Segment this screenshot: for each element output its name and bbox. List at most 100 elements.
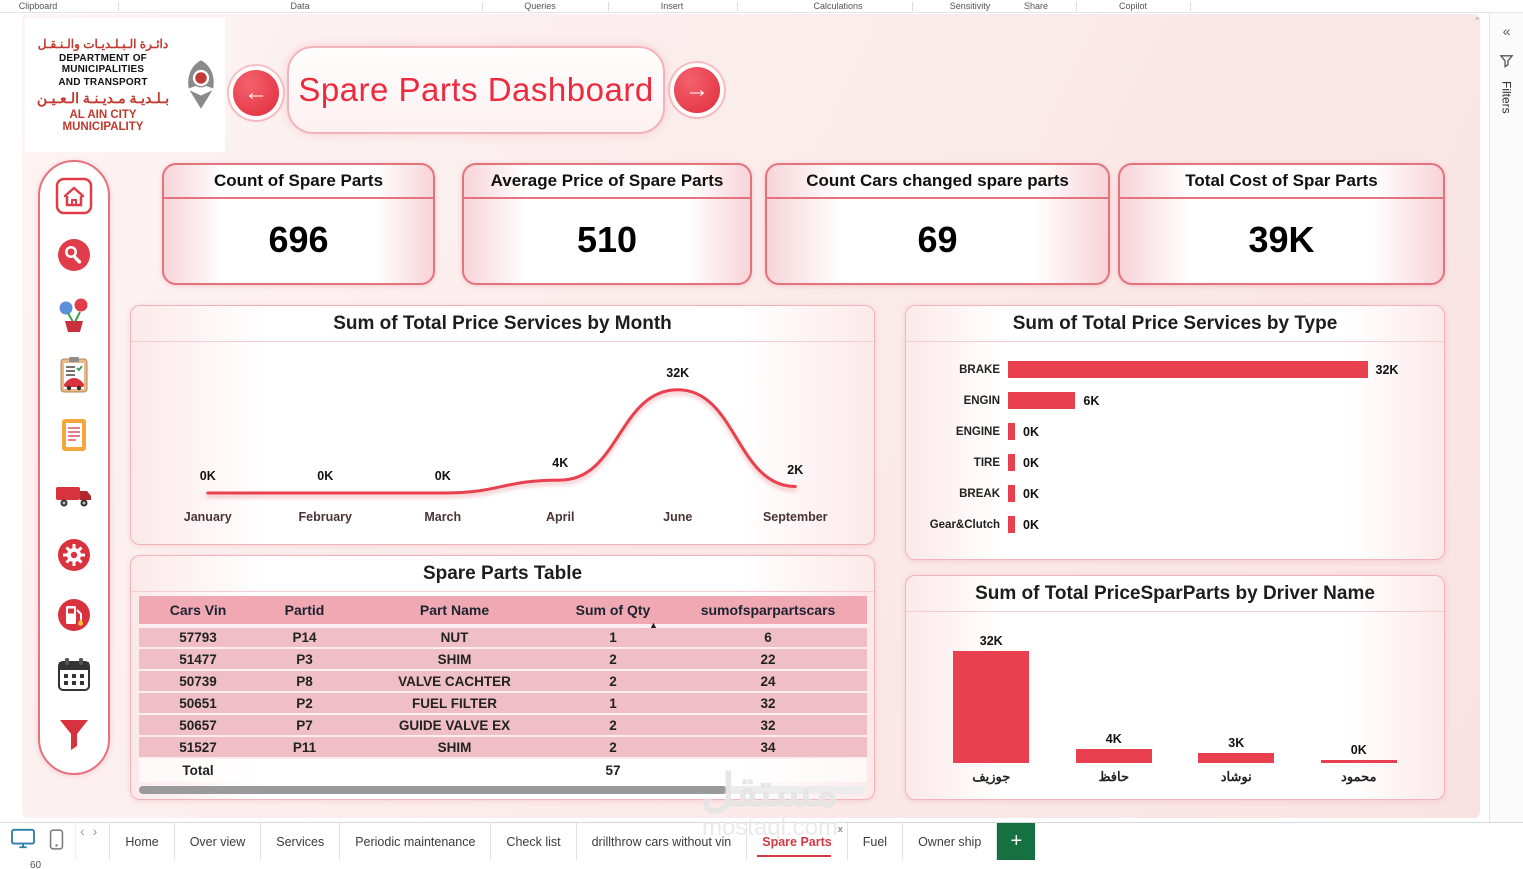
sidebar-item-calendar[interactable] bbox=[52, 655, 96, 699]
back-arrow-button[interactable]: ← bbox=[233, 70, 279, 116]
spare-parts-table-panel[interactable]: Spare Parts Table Cars Vin Partid Part N… bbox=[130, 555, 875, 800]
tab-over-view[interactable]: Over view bbox=[175, 823, 262, 860]
sidebar-item-services[interactable] bbox=[52, 535, 96, 579]
sidebar-item-fuel[interactable] bbox=[52, 595, 96, 639]
ribbon-tab-data[interactable]: Data bbox=[290, 1, 310, 11]
ribbon-tab-insert[interactable]: Insert bbox=[660, 1, 684, 11]
tab-home[interactable]: Home bbox=[109, 823, 175, 860]
logo-en-line2: AND TRANSPORT bbox=[58, 77, 148, 88]
chart-title: Sum of Total PriceSparParts by Driver Na… bbox=[906, 576, 1444, 612]
ribbon-tab-sensitivity[interactable]: Sensitivity bbox=[949, 1, 991, 11]
type-bar-chart-panel[interactable]: Sum of Total Price Services by Type BRAK… bbox=[905, 305, 1445, 560]
ribbon: Clipboard Data Queries Insert Calculatio… bbox=[0, 0, 1523, 13]
new-page-button[interactable]: + bbox=[997, 823, 1036, 860]
bar[interactable] bbox=[1008, 392, 1076, 409]
line-data-label: 32K bbox=[666, 365, 690, 380]
driver-column-chart-panel[interactable]: Sum of Total PriceSparParts by Driver Na… bbox=[905, 575, 1445, 800]
desktop-view-icon[interactable] bbox=[10, 828, 36, 855]
category-label: BREAK bbox=[959, 487, 1000, 500]
table-total-row: Total 57 bbox=[139, 757, 867, 782]
sidebar-item-report[interactable] bbox=[52, 416, 96, 460]
table-cell: SHIM bbox=[352, 648, 557, 671]
tab-label: Periodic maintenance bbox=[355, 834, 476, 849]
close-tab-icon[interactable]: x bbox=[837, 824, 843, 834]
bar[interactable] bbox=[1008, 485, 1015, 502]
scrollbar-thumb[interactable] bbox=[139, 786, 727, 794]
column-group: 3K نوشاد bbox=[1195, 736, 1277, 789]
filters-pane-collapsed: « Filters bbox=[1489, 13, 1523, 822]
tab-drillthrow-cars-without-vin[interactable]: drillthrow cars without vin bbox=[577, 823, 748, 860]
column-group: 32K جوزيف bbox=[950, 634, 1032, 789]
table-cell: 34 bbox=[669, 736, 867, 759]
ribbon-tab-clipboard[interactable]: Clipboard bbox=[18, 1, 58, 11]
mobile-view-icon[interactable] bbox=[48, 828, 65, 856]
sidebar-item-parts[interactable] bbox=[52, 296, 96, 340]
table-row[interactable]: 51527 P11 SHIM 2 34 bbox=[139, 736, 867, 759]
sidebar-item-vehicles[interactable] bbox=[52, 475, 96, 519]
column-group: 4K حافظ bbox=[1073, 732, 1155, 789]
filters-label[interactable]: Filters bbox=[1499, 81, 1514, 114]
bar[interactable] bbox=[1008, 454, 1015, 471]
bar[interactable] bbox=[1008, 361, 1368, 378]
column-bar[interactable] bbox=[953, 651, 1030, 763]
ribbon-tab-share[interactable]: Share bbox=[1023, 1, 1049, 11]
ribbon-separator bbox=[912, 2, 913, 11]
filter-funnel-small-icon[interactable] bbox=[1499, 53, 1514, 73]
column-header[interactable]: sumofsparpartscars bbox=[669, 596, 867, 628]
table-horizontal-scrollbar[interactable] bbox=[139, 786, 865, 794]
column-header[interactable]: Sum of Qty bbox=[557, 596, 669, 628]
dashboard-title-pill: Spare Parts Dashboard bbox=[287, 46, 665, 134]
table-row[interactable]: 50739 P8 VALVE CACHTER 2 24 bbox=[139, 670, 867, 693]
column-header[interactable]: Cars Vin bbox=[139, 596, 257, 628]
document-icon bbox=[54, 415, 94, 460]
line-chart-plot: 0K 0K 0K 4K 32K 2K bbox=[149, 350, 854, 505]
kpi-card-count-spare-parts[interactable]: Count of Spare Parts 696 bbox=[162, 163, 435, 285]
tab-label: Services bbox=[276, 834, 325, 849]
sidebar-item-home[interactable] bbox=[52, 176, 96, 220]
bar[interactable] bbox=[1008, 423, 1015, 440]
column-bar[interactable] bbox=[1198, 752, 1275, 763]
prev-page-icon[interactable]: ‹ bbox=[80, 823, 85, 839]
tab-periodic-maintenance[interactable]: Periodic maintenance bbox=[340, 823, 492, 860]
table-cell: P3 bbox=[257, 648, 352, 671]
next-page-icon[interactable]: › bbox=[92, 823, 98, 839]
total-qty: 57 bbox=[557, 757, 669, 782]
column-bar[interactable] bbox=[1320, 760, 1397, 763]
category-label: ENGINE bbox=[955, 425, 1000, 438]
expand-filters-icon[interactable]: « bbox=[1502, 23, 1511, 39]
ribbon-tab-copilot[interactable]: Copilot bbox=[1118, 1, 1148, 11]
tab-label: Spare Parts bbox=[762, 834, 832, 849]
table-row[interactable]: 50657 P7 GUIDE VALVE EX 2 32 bbox=[139, 714, 867, 737]
line-chart-panel[interactable]: Sum of Total Price Services by Month 0K 0… bbox=[130, 305, 875, 545]
column-header[interactable]: Part Name bbox=[352, 596, 557, 628]
column-header[interactable]: Partid bbox=[257, 596, 352, 628]
bar-chart-plot: BRAKE 32K ENGIN 6K ENGINE 0K TIRE 0K BREAK 0K Gear… bbox=[916, 354, 1434, 540]
sidebar-item-car-checklist[interactable] bbox=[52, 356, 96, 400]
column-bar[interactable] bbox=[1075, 749, 1152, 763]
kpi-card-total-cost[interactable]: Total Cost of Spar Parts 39K bbox=[1118, 163, 1445, 285]
bar-row: ENGINE 0K bbox=[916, 416, 1434, 447]
scroll-up-icon[interactable]: ⌃ bbox=[1473, 16, 1481, 26]
tab-check-list[interactable]: Check list bbox=[491, 823, 577, 860]
category-label: TIRE bbox=[973, 456, 1000, 469]
ribbon-tab-queries[interactable]: Queries bbox=[524, 1, 556, 11]
sidebar-item-filter[interactable] bbox=[52, 715, 96, 759]
tab-spare-parts-active[interactable]: Spare Parts x bbox=[747, 823, 848, 860]
table-row[interactable]: 51477 P3 SHIM 2 22 bbox=[139, 648, 867, 671]
table-cell: SHIM bbox=[352, 736, 557, 759]
sort-ascending-icon[interactable]: ▲ bbox=[649, 620, 658, 630]
forward-arrow-button[interactable]: → bbox=[674, 67, 720, 113]
table-row[interactable]: 57793 P14 NUT 1 6 bbox=[139, 626, 867, 649]
ribbon-tab-calculations[interactable]: Calculations bbox=[813, 1, 863, 11]
table-row[interactable]: 50651 P2 FUEL FILTER 1 32 bbox=[139, 692, 867, 715]
filter-funnel-icon bbox=[54, 714, 94, 759]
sidebar-item-search[interactable] bbox=[52, 236, 96, 280]
table-cell: P11 bbox=[257, 736, 352, 759]
kpi-title: Count Cars changed spare parts bbox=[767, 165, 1108, 199]
bar[interactable] bbox=[1008, 516, 1015, 533]
tab-fuel[interactable]: Fuel bbox=[848, 823, 904, 860]
tab-owner-ship[interactable]: Owner ship bbox=[903, 823, 998, 860]
kpi-card-cars-changed[interactable]: Count Cars changed spare parts 69 bbox=[765, 163, 1110, 285]
tab-services[interactable]: Services bbox=[261, 823, 341, 860]
kpi-card-average-price[interactable]: Average Price of Spare Parts 510 bbox=[462, 163, 752, 285]
